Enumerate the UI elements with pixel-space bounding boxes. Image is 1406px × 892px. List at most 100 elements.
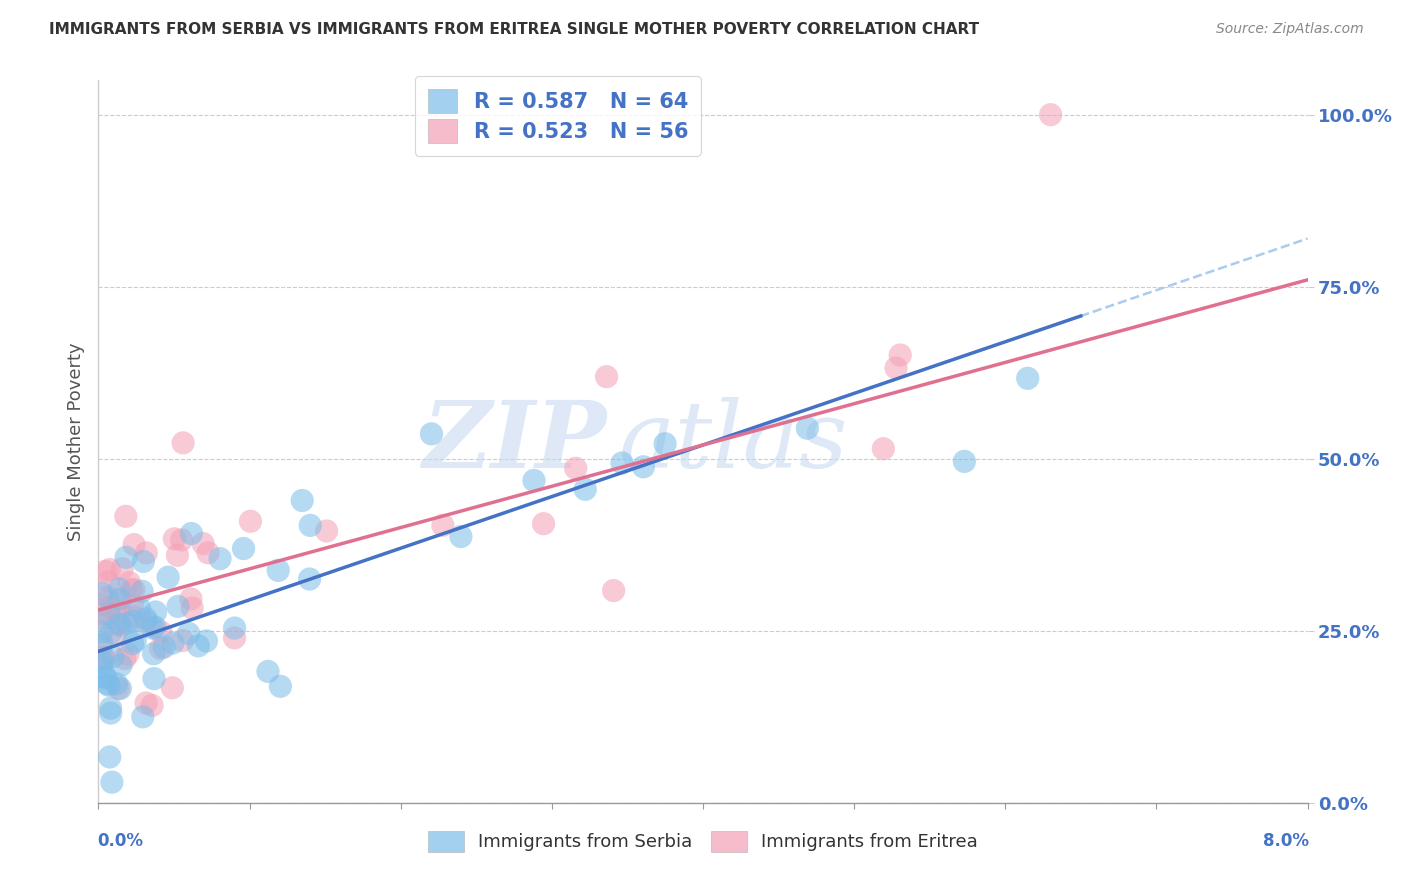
Point — [91, 655, 114, 669]
Point — [142, 647, 165, 661]
Point — [98, 600, 121, 615]
Point — [96, 590, 118, 604]
Point — [108, 582, 131, 596]
Point — [91, 607, 114, 621]
Point — [90, 625, 112, 640]
Point — [1017, 371, 1039, 385]
Legend: Immigrants from Serbia, Immigrants from Eritrea: Immigrants from Serbia, Immigrants from … — [420, 823, 986, 859]
Point — [610, 456, 633, 470]
Point — [131, 584, 153, 599]
Point — [97, 607, 120, 622]
Point — [953, 454, 976, 468]
Point — [121, 582, 143, 597]
Point — [564, 461, 586, 475]
Point — [162, 681, 184, 695]
Point — [110, 681, 132, 696]
Point — [108, 592, 131, 607]
Point — [145, 605, 167, 619]
Point — [224, 631, 246, 645]
Text: 8.0%: 8.0% — [1263, 831, 1309, 850]
Point — [166, 549, 188, 563]
Point — [101, 775, 124, 789]
Point — [108, 617, 131, 632]
Point — [105, 677, 128, 691]
Text: atlas: atlas — [619, 397, 848, 486]
Point — [90, 597, 112, 611]
Point — [523, 474, 546, 488]
Point — [149, 625, 172, 640]
Point — [122, 615, 145, 629]
Point — [110, 619, 132, 633]
Point — [108, 604, 131, 618]
Point — [181, 601, 204, 615]
Text: 0.0%: 0.0% — [97, 831, 143, 850]
Point — [187, 639, 209, 653]
Point — [884, 360, 907, 375]
Point — [91, 586, 114, 600]
Point — [121, 598, 143, 612]
Point — [96, 677, 118, 691]
Point — [100, 625, 122, 640]
Point — [257, 665, 280, 679]
Y-axis label: Single Mother Poverty: Single Mother Poverty — [66, 343, 84, 541]
Point — [97, 574, 120, 589]
Point — [142, 621, 165, 635]
Point — [91, 650, 114, 665]
Point — [124, 633, 146, 648]
Point — [114, 509, 136, 524]
Point — [104, 626, 127, 640]
Point — [128, 602, 150, 616]
Point — [143, 672, 166, 686]
Point — [121, 637, 143, 651]
Point — [107, 681, 129, 696]
Point — [177, 626, 200, 640]
Point — [98, 563, 121, 577]
Point — [315, 524, 337, 538]
Point — [299, 518, 322, 533]
Point — [141, 698, 163, 713]
Point — [98, 750, 121, 764]
Point — [432, 518, 454, 533]
Point — [872, 442, 894, 456]
Point — [93, 649, 115, 664]
Point — [90, 638, 112, 652]
Point — [191, 536, 214, 550]
Point — [224, 621, 246, 635]
Point — [135, 696, 157, 710]
Point — [208, 551, 231, 566]
Point — [291, 493, 314, 508]
Point — [162, 636, 184, 650]
Point — [110, 658, 132, 673]
Point — [654, 436, 676, 450]
Point — [163, 532, 186, 546]
Point — [269, 679, 291, 693]
Point — [172, 633, 194, 648]
Point — [143, 620, 166, 634]
Point — [110, 592, 132, 607]
Point — [101, 649, 124, 664]
Point — [132, 554, 155, 568]
Point — [450, 529, 472, 543]
Point — [135, 612, 157, 626]
Point — [97, 678, 120, 692]
Point — [115, 615, 138, 630]
Point — [633, 459, 655, 474]
Point — [170, 533, 193, 547]
Point — [100, 701, 122, 715]
Point — [595, 369, 617, 384]
Point — [149, 641, 172, 656]
Point — [232, 541, 254, 556]
Point — [195, 634, 218, 648]
Point — [122, 538, 145, 552]
Point — [90, 634, 112, 648]
Point — [132, 710, 155, 724]
Point — [180, 526, 202, 541]
Point — [118, 575, 141, 590]
Point — [1039, 108, 1062, 122]
Point — [197, 546, 219, 560]
Point — [420, 426, 443, 441]
Point — [602, 583, 624, 598]
Point — [90, 660, 112, 674]
Point — [100, 706, 122, 720]
Point — [117, 647, 139, 661]
